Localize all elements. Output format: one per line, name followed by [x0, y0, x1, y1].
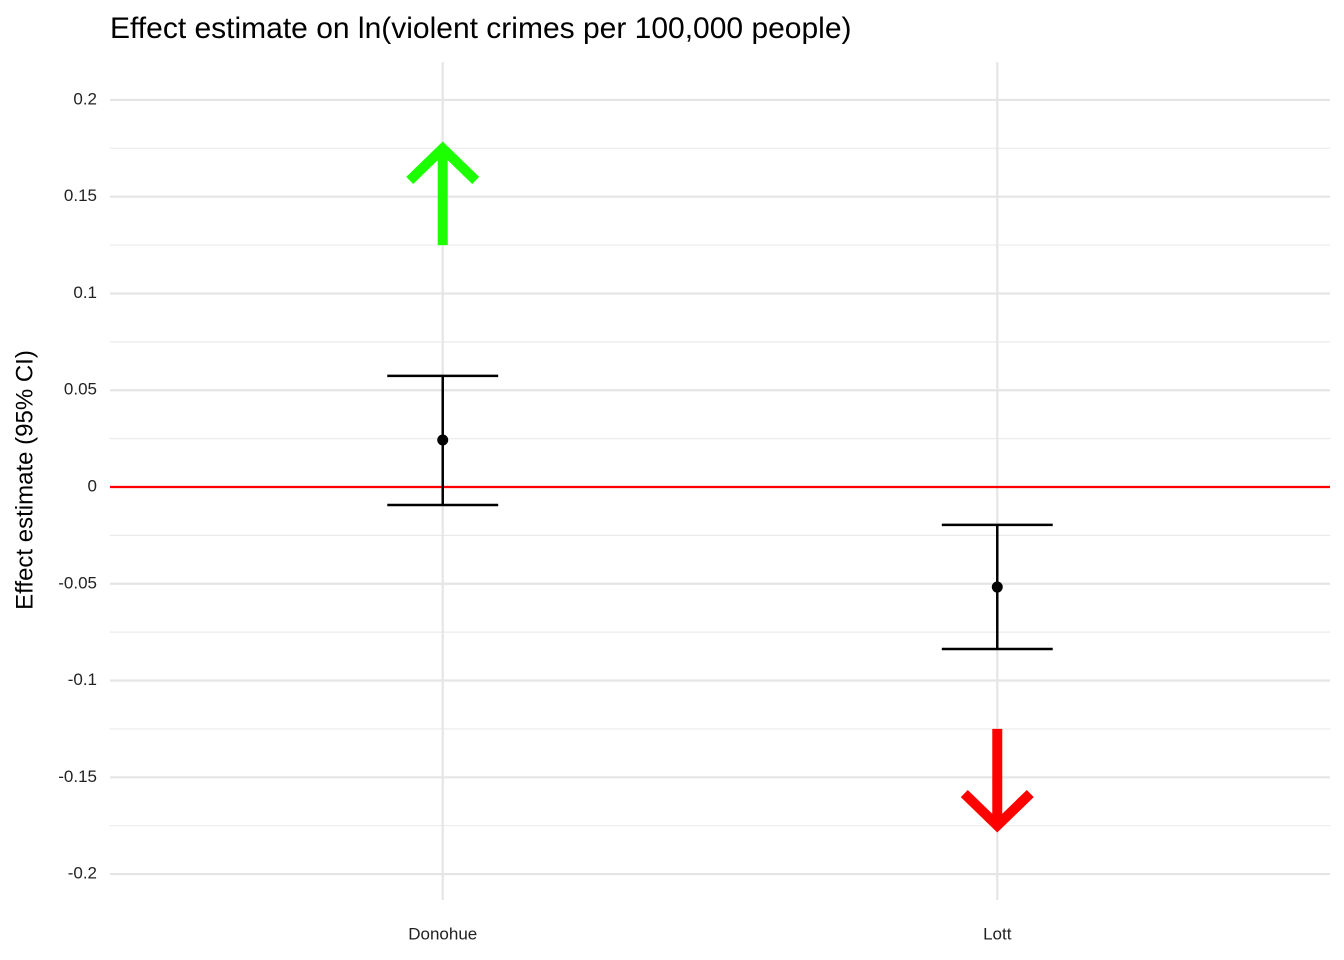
- arrow: [406, 141, 480, 246]
- y-tick-label: 0: [88, 476, 97, 495]
- x-tick-label: Donohue: [408, 924, 477, 943]
- y-tick-label: -0.15: [58, 767, 97, 786]
- y-tick-label: 0.05: [64, 380, 97, 399]
- y-tick-label: 0.1: [73, 283, 97, 302]
- point-estimate: [437, 434, 449, 446]
- y-axis-label: Effect estimate (95% CI): [11, 350, 38, 610]
- y-tick-label: -0.2: [68, 864, 97, 883]
- y-tick-label: -0.05: [58, 573, 97, 592]
- arrow: [960, 728, 1034, 833]
- chart-title: Effect estimate on ln(violent crimes per…: [110, 12, 852, 45]
- y-tick-label: 0.2: [73, 89, 97, 108]
- y-tick-label: -0.1: [68, 670, 97, 689]
- y-tick-label: 0.15: [64, 186, 97, 205]
- point-estimate: [991, 581, 1003, 593]
- x-tick-label: Lott: [983, 924, 1012, 943]
